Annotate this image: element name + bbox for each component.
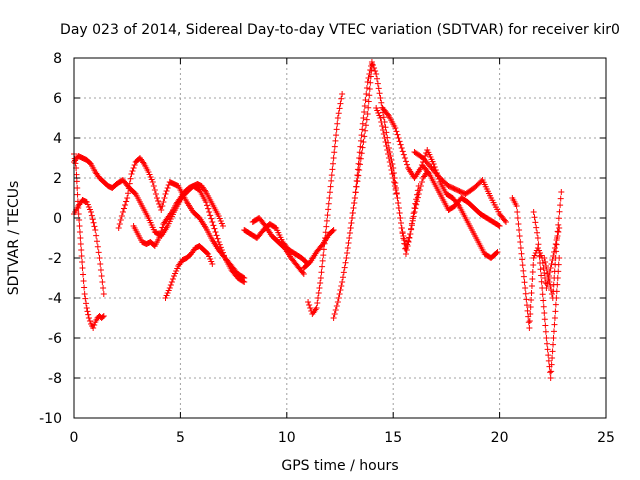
- series-markers: [419, 163, 503, 229]
- y-tick-label: 0: [53, 211, 62, 227]
- data-series: [71, 59, 565, 381]
- y-tick-label: 6: [53, 91, 62, 107]
- plot-frame: [73, 57, 607, 419]
- series-markers: [115, 155, 248, 281]
- series-markers: [509, 195, 563, 331]
- y-tick-label: -8: [48, 371, 62, 387]
- series-markers: [411, 149, 509, 225]
- y-tick-label: 4: [53, 131, 62, 147]
- series-markers: [373, 105, 431, 257]
- x-tick-label: 0: [70, 430, 79, 446]
- series-track6: [162, 243, 216, 301]
- y-tick-label: 2: [53, 171, 62, 187]
- series-track14: [379, 105, 501, 261]
- series-track15: [411, 149, 509, 225]
- series-track8: [249, 215, 307, 277]
- series-markers: [241, 221, 312, 267]
- x-tick-label: 25: [597, 430, 615, 446]
- series-track5: [130, 181, 226, 249]
- y-tick-label: -10: [39, 411, 62, 427]
- y-tick-label: -2: [48, 251, 62, 267]
- series-track7: [241, 221, 312, 267]
- x-axis-ticks: 0 5 10 15 20 25: [70, 58, 615, 446]
- series-markers: [130, 181, 226, 249]
- y-tick-label: -4: [48, 291, 62, 307]
- series-track10: [300, 227, 337, 271]
- x-tick-label: 15: [384, 430, 402, 446]
- series-track18: [530, 209, 563, 381]
- y-tick-label: 8: [53, 51, 62, 67]
- series-track19: [541, 189, 565, 301]
- series-track17: [509, 195, 563, 331]
- series-markers: [347, 59, 422, 251]
- x-tick-label: 20: [491, 430, 509, 446]
- y-axis-ticks: -10 -8 -6 -4 -2 0 2 4 6 8: [39, 51, 606, 427]
- series-markers: [379, 105, 501, 261]
- x-tick-label: 5: [176, 430, 185, 446]
- series-track4: [115, 155, 248, 281]
- series-track12: [347, 59, 422, 251]
- series-markers: [300, 227, 337, 271]
- x-tick-label: 10: [278, 430, 296, 446]
- series-track9: [305, 91, 346, 317]
- chart-title: Day 023 of 2014, Sidereal Day-to-day VTE…: [60, 22, 620, 38]
- x-axis-label: GPS time / hours: [281, 458, 398, 474]
- series-markers: [530, 209, 563, 381]
- series-track13: [373, 105, 431, 257]
- y-tick-label: -6: [48, 331, 62, 347]
- series-markers: [71, 197, 107, 297]
- series-markers: [249, 215, 307, 277]
- grid-lines: [74, 58, 606, 418]
- series-markers: [162, 243, 216, 301]
- series-markers: [305, 91, 346, 317]
- series-track3: [71, 197, 107, 297]
- series-markers: [541, 189, 565, 301]
- series-track16: [419, 163, 503, 229]
- y-axis-label: SDTVAR / TECUs: [6, 181, 22, 296]
